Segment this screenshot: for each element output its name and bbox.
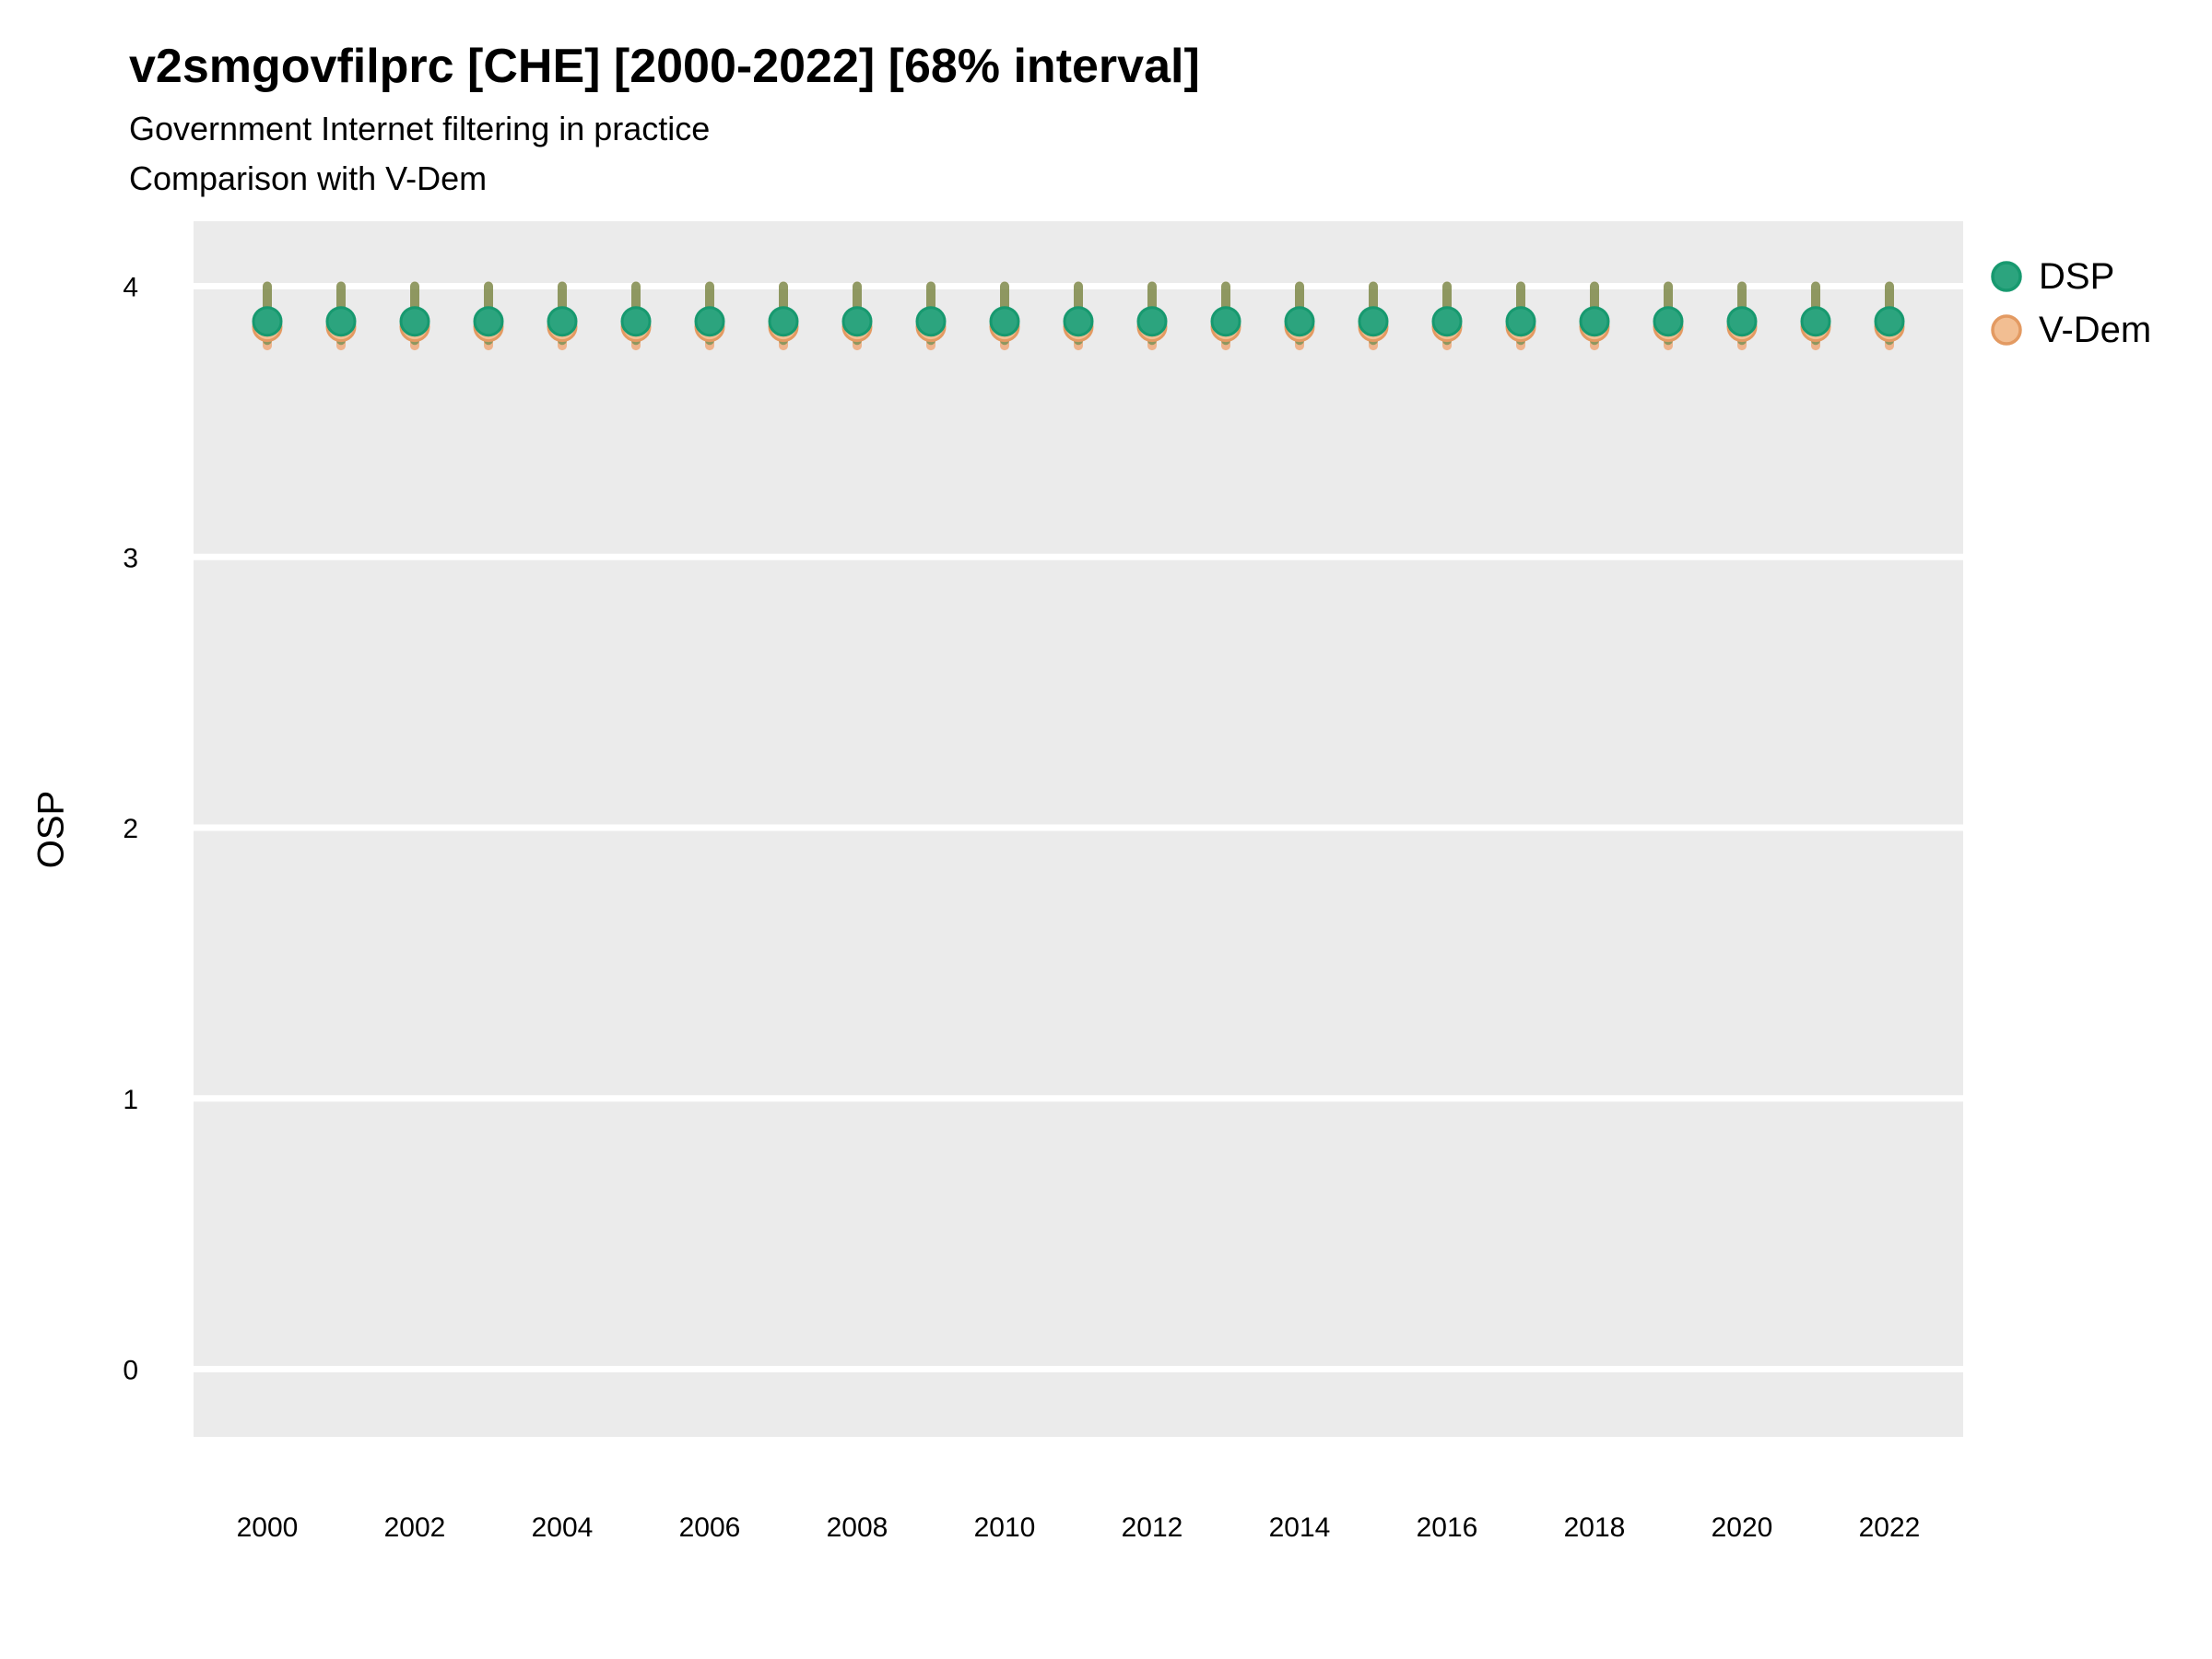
chart-title: v2smgovfilprc [CHE] [2000-2022] [68% int…: [129, 40, 1200, 93]
dsp-point-2022: [1874, 306, 1905, 337]
y-tick-label-3: 3: [123, 543, 138, 573]
y-tick-label-1: 1: [123, 1085, 138, 1115]
x-tick-label-2016: 2016: [1417, 1512, 1478, 1543]
dsp-point-2015: [1358, 306, 1389, 337]
legend-item-vdem[interactable]: V-Dem: [1989, 310, 2151, 350]
dsp-point-2014: [1284, 306, 1315, 337]
dsp-point-2007: [768, 306, 799, 337]
x-tick-label-2022: 2022: [1859, 1512, 1921, 1543]
x-tick-label-2006: 2006: [679, 1512, 741, 1543]
dsp-point-2016: [1431, 306, 1463, 337]
dsp-point-2002: [399, 306, 430, 337]
vdem-legend-circle: [1991, 314, 2022, 346]
dsp-point-2009: [915, 306, 947, 337]
x-tick-label-2010: 2010: [974, 1512, 1036, 1543]
dsp-point-2001: [325, 306, 357, 337]
y-tick-label-4: 4: [123, 273, 138, 303]
x-tick-label-2008: 2008: [827, 1512, 888, 1543]
dsp-point-2018: [1579, 306, 1610, 337]
x-tick-label-2014: 2014: [1269, 1512, 1331, 1543]
dsp-point-icon: [1991, 261, 2022, 292]
x-tick-label-2004: 2004: [532, 1512, 594, 1543]
x-tick-label-2018: 2018: [1564, 1512, 1626, 1543]
x-tick-label-2002: 2002: [384, 1512, 446, 1543]
dsp-point-2004: [547, 306, 578, 337]
dsp-point-2020: [1726, 306, 1758, 337]
y-tick-label-2: 2: [123, 814, 138, 844]
dsp-point-2019: [1653, 306, 1684, 337]
dsp-point-2000: [252, 306, 283, 337]
vdem-point-icon: [1991, 314, 2022, 346]
dsp-point-2013: [1210, 306, 1241, 337]
legend: DSP V-Dem: [1989, 256, 2151, 363]
y-tick-label-0: 0: [123, 1356, 138, 1386]
legend-label-vdem: V-Dem: [2039, 310, 2152, 350]
dsp-point-2010: [989, 306, 1020, 337]
chart-subtitle: Government Internet filtering in practic…: [129, 110, 711, 147]
x-tick-label-2020: 2020: [1712, 1512, 1773, 1543]
dsp-point-2008: [841, 306, 873, 337]
dsp-point-2021: [1800, 306, 1831, 337]
dsp-point-2011: [1063, 306, 1094, 337]
x-tick-label-2000: 2000: [237, 1512, 299, 1543]
dsp-point-2012: [1136, 306, 1168, 337]
legend-label-dsp: DSP: [2039, 256, 2115, 297]
dsp-legend-circle: [1991, 261, 2022, 292]
dsp-point-2006: [694, 306, 725, 337]
chart-subtitle-comparison: Comparison with V-Dem: [129, 159, 488, 197]
legend-item-dsp[interactable]: DSP: [1989, 256, 2151, 297]
dsp-point-2017: [1505, 306, 1536, 337]
dsp-point-2005: [620, 306, 652, 337]
x-tick-label-2012: 2012: [1122, 1512, 1183, 1543]
dsp-point-2003: [473, 306, 504, 337]
